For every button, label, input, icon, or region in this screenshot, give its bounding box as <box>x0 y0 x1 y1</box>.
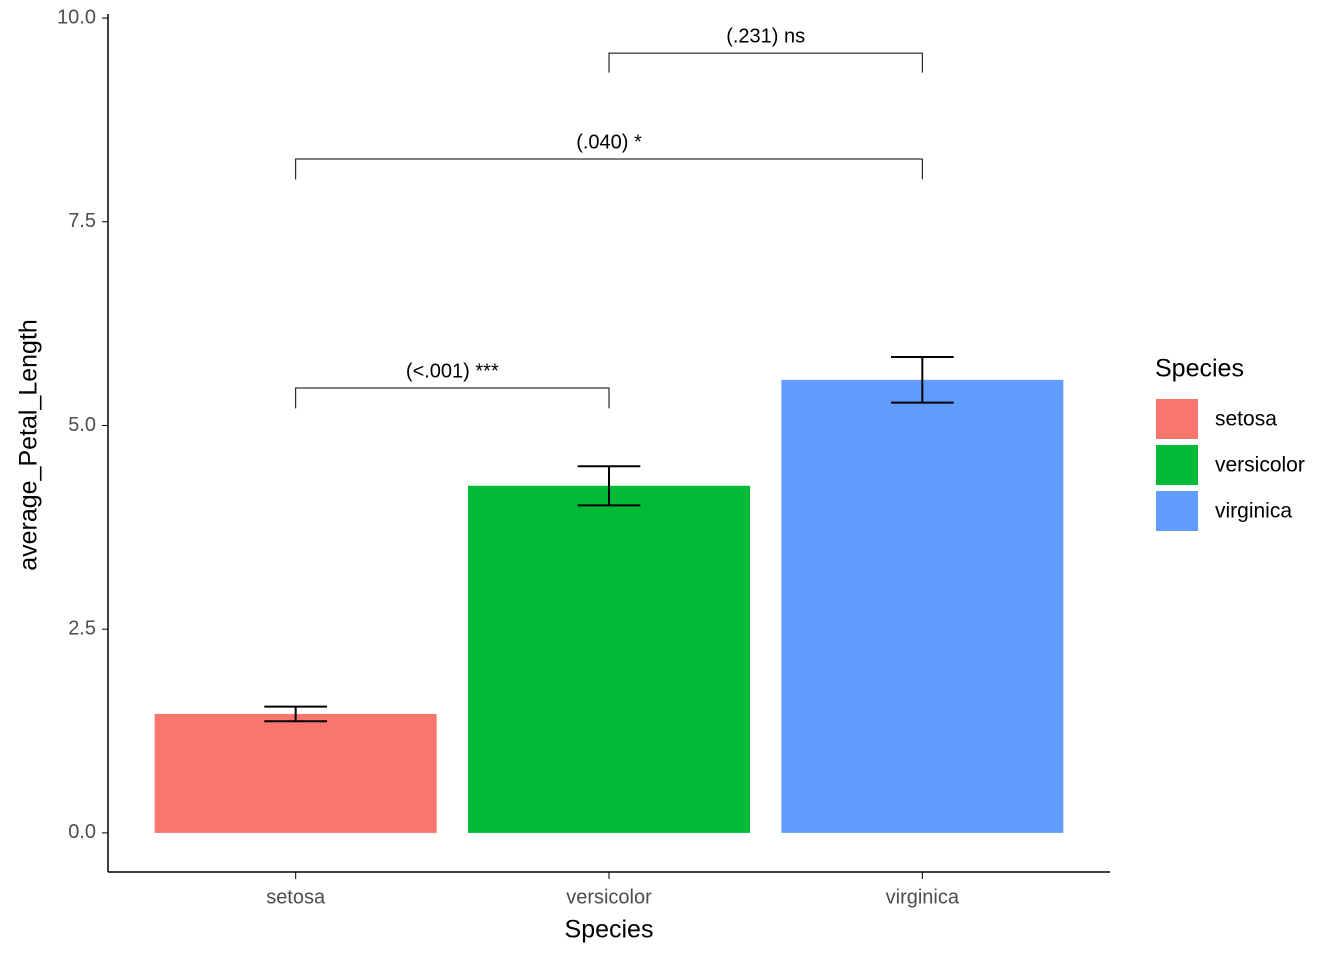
y-tick-label: 7.5 <box>68 210 96 232</box>
y-tick-label: 2.5 <box>68 617 96 639</box>
x-tick-label: virginica <box>886 886 960 908</box>
y-axis-title: average_Petal_Length <box>15 319 43 571</box>
bar <box>781 379 1064 833</box>
legend-label: virginica <box>1215 500 1292 523</box>
legend-key <box>1156 491 1198 531</box>
significance-label: (.040) * <box>576 131 642 153</box>
x-tick-label: versicolor <box>566 886 652 908</box>
legend-label: setosa <box>1215 408 1277 431</box>
x-axis-title: Species <box>565 916 654 944</box>
y-tick-label: 5.0 <box>68 414 96 436</box>
significance-bracket <box>295 158 923 180</box>
y-tick-label: 0.0 <box>68 821 96 843</box>
bar <box>154 713 437 833</box>
bar <box>468 485 750 833</box>
y-tick-label: 10.0 <box>57 6 96 28</box>
error-bar <box>891 356 954 404</box>
error-bar <box>264 705 327 723</box>
error-bar <box>577 465 641 507</box>
x-tick-label: setosa <box>266 886 326 908</box>
legend-label: versicolor <box>1215 454 1305 477</box>
legend-title: Species <box>1155 355 1244 383</box>
significance-bracket <box>608 52 923 73</box>
significance-bracket <box>295 387 610 409</box>
significance-label: (<.001) *** <box>406 360 499 382</box>
legend-key <box>1156 445 1198 485</box>
significance-label: (.231) ns <box>726 25 805 47</box>
legend-key <box>1156 399 1198 439</box>
